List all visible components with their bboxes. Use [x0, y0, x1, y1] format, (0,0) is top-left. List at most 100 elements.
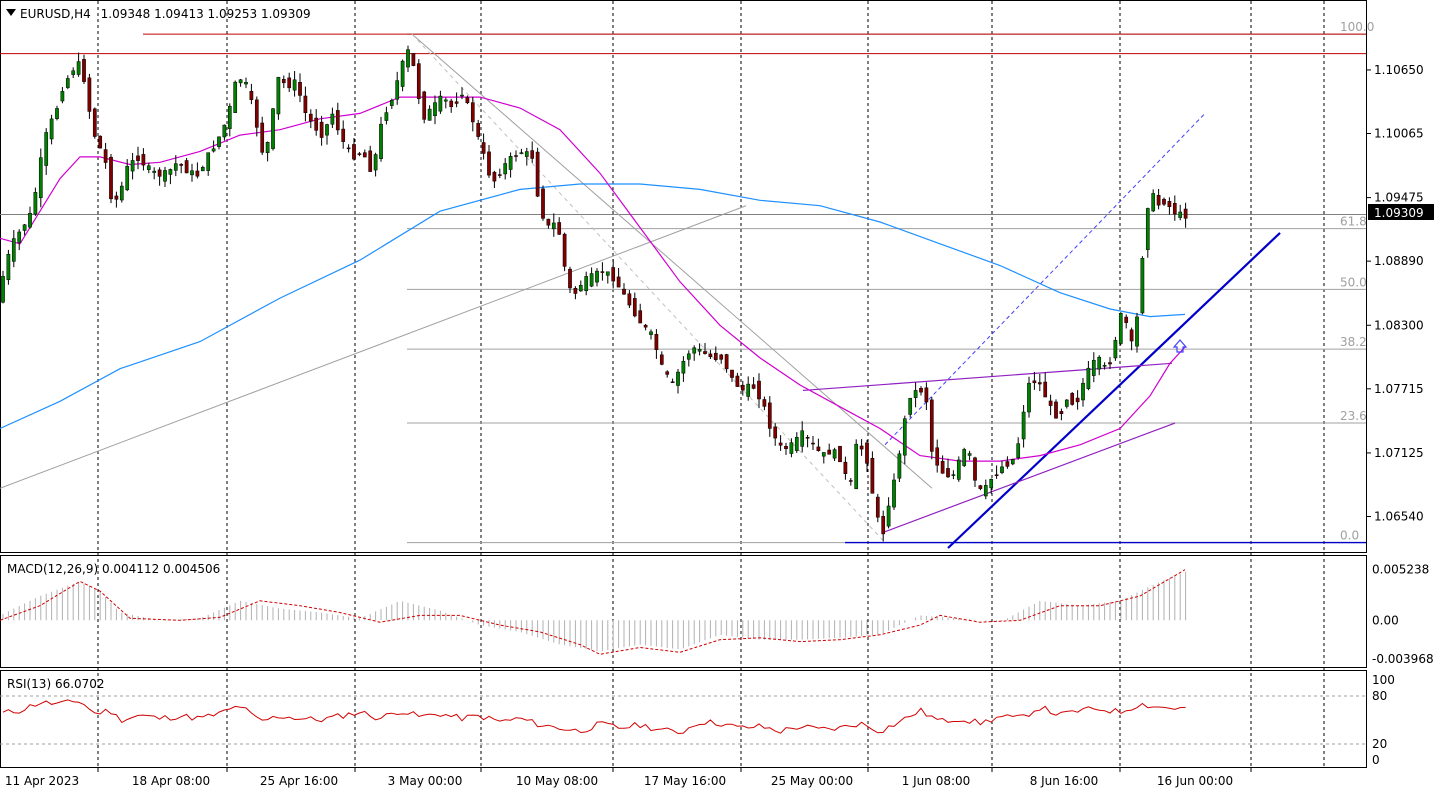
candle-body-10 [55, 108, 59, 119]
candle-body-129 [697, 349, 702, 352]
candle-body-165 [892, 479, 896, 508]
candle-body-20 [109, 156, 113, 200]
candle-body-142 [767, 402, 772, 429]
candle-body-175 [946, 468, 950, 478]
rsi-ytick-3: 0 [1372, 753, 1380, 767]
candle-body-7 [38, 157, 43, 199]
candle-body-184 [994, 474, 999, 476]
candle-body-159 [859, 445, 864, 450]
candle-body-152 [821, 452, 826, 457]
candle-body-204 [1102, 365, 1107, 367]
candle-body-1 [6, 253, 11, 281]
candle-body-185 [1000, 466, 1004, 473]
candle-body-136 [735, 375, 740, 387]
candle-body-34 [184, 160, 189, 174]
candle-body-97 [524, 151, 529, 157]
xtick-label-7: 1 Jun 08:00 [902, 774, 971, 788]
xtick-label-1: 18 Apr 08:00 [132, 774, 210, 788]
candle-body-135 [730, 369, 734, 378]
xtick-label-8: 8 Jun 16:00 [1030, 774, 1099, 788]
candle-body-118 [638, 310, 643, 324]
candle-body-58 [314, 117, 319, 131]
candle-body-183 [989, 478, 994, 489]
candle-body-109 [589, 273, 594, 287]
candle-body-186 [1005, 461, 1010, 467]
candle-body-193 [1043, 381, 1048, 398]
candle-body-9 [49, 118, 54, 140]
candle-body-77 [416, 63, 421, 99]
candle-body-139 [751, 384, 756, 389]
candle-body-61 [330, 113, 335, 125]
candle-body-72 [389, 100, 394, 106]
candle-body-75 [406, 49, 410, 68]
candle-body-80 [433, 102, 437, 117]
candle-body-28 [152, 170, 157, 173]
candle-body-207 [1118, 313, 1123, 344]
xtick-label-5: 17 May 16:00 [644, 774, 726, 788]
candle-body-52 [281, 79, 286, 84]
candle-body-30 [163, 170, 167, 182]
macd-ytick-1: 0.00 [1372, 613, 1399, 627]
price-panel[interactable] [0, 0, 1367, 553]
candle-body-41 [222, 124, 227, 138]
candle-body-119 [643, 324, 648, 328]
candle-body-205 [1108, 362, 1112, 365]
candle-body-60 [325, 124, 329, 136]
candle-body-151 [816, 446, 821, 451]
candle-body-208 [1124, 316, 1129, 323]
rsi-indicator [0, 695, 1366, 745]
ytick-label-5: 1.07715 [1374, 382, 1424, 396]
candle-body-14 [76, 61, 81, 75]
rsi-label: RSI(13) 66.0702 [7, 677, 105, 691]
candle-body-107 [578, 285, 583, 292]
candle-body-16 [87, 77, 92, 112]
candle-body-115 [622, 288, 626, 295]
candle-body-101 [546, 218, 551, 226]
trendline-grey [0, 205, 747, 489]
candle-body-50 [271, 108, 275, 149]
candle-body-108 [584, 276, 589, 292]
xtick-label-4: 10 May 08:00 [516, 774, 598, 788]
candle-body-202 [1091, 359, 1096, 376]
macd-panel[interactable] [0, 555, 1367, 668]
candle-body-63 [341, 128, 346, 142]
candle-body-210 [1135, 316, 1139, 347]
candle-body-102 [551, 222, 556, 230]
candle-body-8 [44, 132, 49, 166]
candle-body-17 [92, 108, 97, 137]
candle-body-127 [686, 353, 691, 360]
candle-body-22 [119, 185, 124, 201]
fib-label-4: 23.6 [1340, 409, 1367, 423]
candle-body-206 [1113, 340, 1118, 359]
candle-body-49 [265, 142, 270, 154]
macd-ytick-0: 0.005238 [1372, 562, 1429, 576]
rsi-ytick-2: 20 [1372, 737, 1387, 751]
candle-body-36 [195, 170, 200, 177]
candle-body-212 [1145, 208, 1150, 250]
y-axis: 1.10650 1.10065 1.09475 1.08890 1.08300 1.077… [1366, 63, 1434, 767]
candle-body-45 [244, 82, 248, 85]
candle-body-155 [838, 445, 842, 463]
candle-body-87 [470, 102, 475, 123]
rsi-panel[interactable] [0, 670, 1367, 768]
candle-body-98 [530, 150, 535, 159]
candle-body-73 [395, 80, 400, 100]
candle-body-42 [227, 105, 232, 129]
candle-body-47 [254, 99, 259, 128]
candle-body-150 [811, 442, 815, 445]
dropdown-triangle-icon[interactable] [6, 9, 16, 16]
candle-body-65 [352, 144, 356, 160]
candle-body-44 [238, 79, 243, 84]
candle-body-48 [260, 122, 265, 153]
candle-body-117 [632, 298, 637, 317]
candle-body-174 [940, 460, 945, 474]
candle-body-81 [438, 95, 443, 112]
candle-body-215 [1162, 198, 1166, 205]
current-price-tag [1368, 204, 1434, 220]
candle-body-43 [233, 81, 238, 113]
candle-body-69 [373, 154, 378, 171]
candle-body-176 [951, 474, 956, 476]
candle-body-134 [724, 354, 729, 370]
ytick-label-6: 1.07125 [1374, 446, 1424, 460]
